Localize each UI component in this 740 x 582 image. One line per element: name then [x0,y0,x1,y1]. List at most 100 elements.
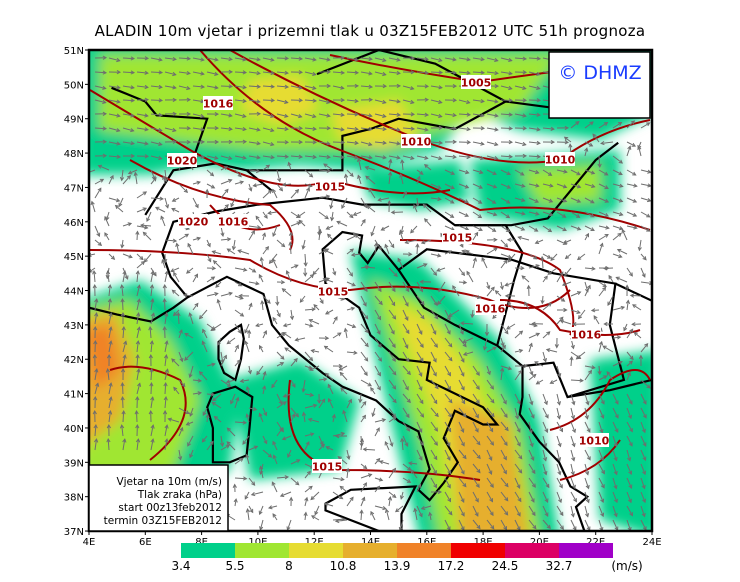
wind-arrow [612,421,619,433]
wind-arrow [226,248,236,255]
wind-arrow [136,154,150,159]
wind-arrow [570,309,581,314]
wind-arrow [554,337,559,349]
wind-arrow [234,396,240,409]
wind-arrow [640,435,647,447]
wind-arrow [133,171,138,185]
wind-arrow [563,136,572,143]
wind-arrow [248,84,262,89]
wind-arrow [612,477,618,490]
legend-unit: (m/s) [611,559,643,573]
lon-label: 22E [586,537,605,548]
wind-arrow [388,83,402,89]
wind-arrow [248,127,261,132]
wind-arrow [178,71,191,76]
wind-arrow [500,85,513,91]
wind-arrow [598,169,609,176]
wind-arrow [296,211,306,218]
wind-arrow [486,477,494,488]
wind-arrow [444,113,457,118]
wind-arrow [590,308,600,313]
wind-arrow [444,250,453,255]
wind-arrow [500,344,506,353]
wind-arrow [542,421,549,434]
wind-arrow [514,225,526,231]
wind-arrow [220,354,227,367]
wind-arrow [458,127,471,132]
wind-arrow [388,351,396,362]
wind-arrow [247,365,252,375]
wind-arrow [486,365,491,376]
wind-arrow [388,393,397,404]
wind-arrow [206,57,219,62]
wind-arrow [362,447,376,452]
wind-arrow [211,250,222,255]
wind-arrow [267,505,278,510]
isobar-label: 1020 [167,153,198,168]
wind-arrow [93,395,98,409]
wind-arrow [262,330,267,339]
wind-arrow [458,449,467,460]
wind-arrow [122,340,128,353]
wind-arrow [163,395,168,409]
wind-arrow [262,98,276,103]
svg-text:1015: 1015 [442,232,473,245]
wind-arrow [135,438,141,451]
wind-arrow [612,393,619,405]
wind-arrow [136,70,149,75]
isobar-label: 1010 [579,433,610,448]
coastline [217,323,245,382]
wind-arrow [458,477,467,488]
wind-arrow [458,393,466,405]
wind-arrow [461,249,474,255]
wind-arrow [500,421,509,432]
wind-arrow [108,410,113,423]
wind-arrow [360,365,368,377]
wind-arrow [374,295,383,306]
wind-arrow [108,127,121,133]
wind-arrow [318,57,331,62]
wind-arrow [248,155,261,160]
wind-arrow [626,211,638,217]
wind-arrow [416,309,425,320]
wind-arrow [526,284,531,297]
wind-arrow [640,197,652,203]
wind-arrow [234,267,248,272]
wind-arrow [304,274,315,283]
wind-arrow [210,323,222,331]
wind-arrow [528,477,536,488]
wind-arrow [515,363,529,369]
wind-arrow [524,301,530,311]
wind-arrow [514,141,527,147]
wind-arrow [360,56,373,61]
wind-arrow [528,323,538,328]
wind-arrow [540,255,545,269]
wind-arrow [407,461,418,466]
wind-arrow [593,315,600,325]
wind-arrow [329,197,334,210]
wind-arrow [419,279,432,284]
lon-label: 8E [195,537,208,548]
wind-arrow [430,421,438,432]
wind-arrow [262,295,271,304]
wind-arrow [598,449,604,462]
wind-arrow [598,463,605,475]
wind-arrow [150,196,164,201]
legend-swatch [505,543,559,558]
wind-arrow [387,200,392,213]
wind-arrow [637,239,642,252]
wind-arrow [178,183,189,194]
wind-arrow [584,225,595,231]
wind-arrow [444,309,451,321]
wind-arrow [430,253,442,258]
wind-arrow [607,295,614,307]
wind-arrow [458,463,465,475]
wind-arrow [416,295,425,306]
wind-arrow [612,407,619,419]
wind-arrow [444,197,455,204]
wind-arrow [276,362,285,367]
wind-arrow [282,323,292,328]
wind-arrow [612,122,623,129]
wind-arrow [514,435,521,447]
wind-arrow [458,70,471,75]
